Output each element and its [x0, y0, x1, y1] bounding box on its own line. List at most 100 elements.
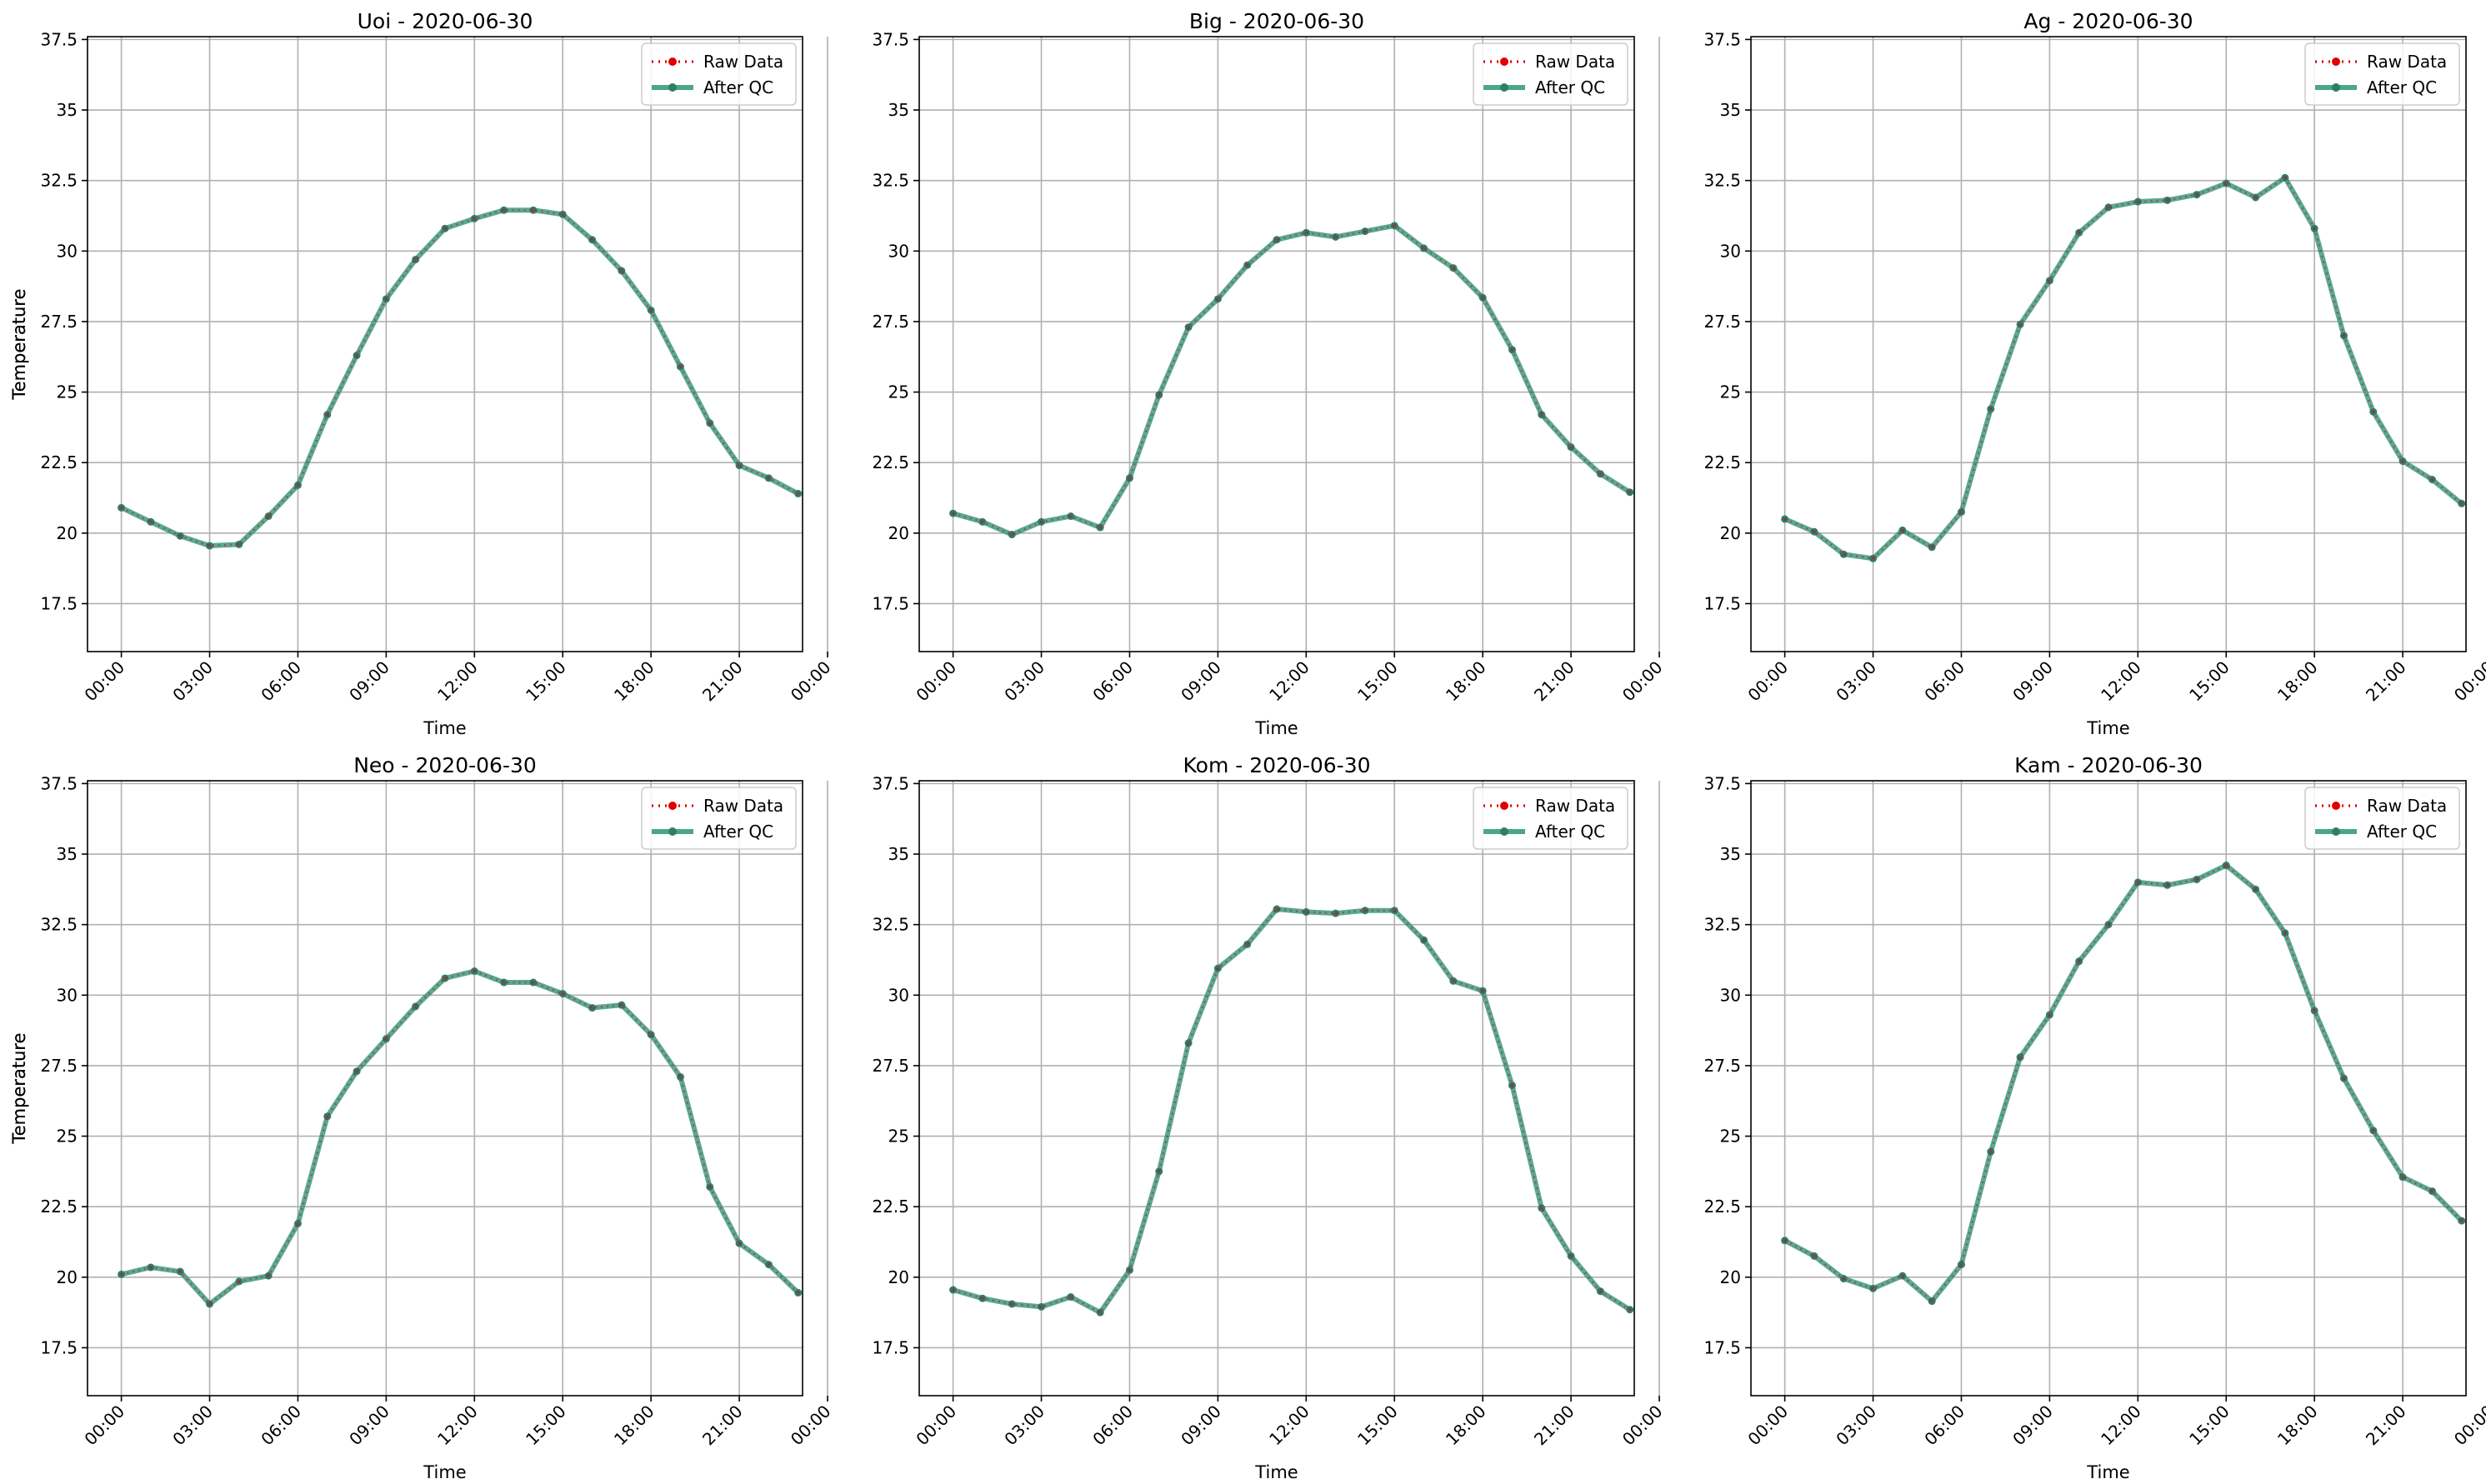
legend-raw-label: Raw Data [2367, 52, 2447, 72]
raw-data-point [119, 1272, 123, 1277]
raw-data-point [1128, 476, 1132, 481]
x-tick-label: 00:00 [2450, 1402, 2486, 1450]
legend-raw-marker [1500, 802, 1508, 810]
raw-data-point [1363, 229, 1368, 233]
legend-qc-label: After QC [703, 77, 773, 97]
raw-data-point [325, 412, 329, 417]
after-qc-point [500, 206, 508, 214]
after-qc-point [1302, 907, 1310, 916]
raw-data-point [561, 212, 565, 217]
x-tick-label: 03:00 [168, 1402, 217, 1450]
raw-data-point [1304, 910, 1308, 914]
y-tick-label: 27.5 [872, 312, 909, 332]
after-qc-point [470, 214, 478, 222]
legend-raw-label: Raw Data [1535, 52, 1615, 72]
y-tick-label: 27.5 [1703, 1056, 1741, 1076]
y-tick-label: 37.5 [1703, 29, 1741, 49]
raw-data-point [1783, 1238, 1787, 1243]
x-tick-label: 09:00 [345, 657, 393, 706]
legend-raw-label: Raw Data [1535, 796, 1615, 816]
subplot-title: Neo - 2020-06-30 [353, 753, 537, 777]
raw-data-point [2371, 410, 2375, 414]
y-tick-label: 32.5 [1703, 915, 1741, 935]
raw-data-point [531, 207, 536, 212]
raw-data-point [2312, 227, 2317, 231]
raw-data-point [796, 1291, 800, 1295]
after-qc-point [1567, 1252, 1575, 1260]
raw-data-point [2165, 883, 2169, 887]
raw-data-point [951, 511, 955, 516]
x-tick-label: 00:00 [787, 1402, 835, 1450]
x-tick-label: 12:00 [1265, 1402, 1313, 1450]
y-tick-label: 35 [888, 100, 909, 120]
raw-data-point [1900, 528, 1905, 532]
y-tick-label: 37.5 [872, 29, 909, 49]
y-axis-label: Temperature [9, 288, 29, 400]
raw-data-point [1988, 1149, 1993, 1154]
subplot-5: 17.5 20 22.5 25 27.5 30 32.5 35 37.5 00:00 03:00 06… [9, 753, 2486, 1482]
raw-data-point [980, 520, 985, 524]
x-tick-label: 06:00 [1088, 1402, 1137, 1450]
raw-data-point [1480, 989, 1485, 993]
after-qc-point [1273, 236, 1281, 244]
y-axis-label: Temperature [9, 288, 29, 400]
raw-data-point [1598, 472, 1603, 476]
x-axis-label: Time [423, 718, 466, 738]
x-tick-label: 00:00 [912, 1402, 960, 1450]
after-qc-point [706, 419, 714, 427]
after-qc-point [1361, 907, 1369, 915]
raw-data-point [1274, 907, 1279, 912]
raw-data-point [1157, 392, 1161, 397]
after-qc-point [323, 411, 332, 419]
raw-data-point [1068, 514, 1073, 518]
legend-raw-marker [668, 57, 677, 66]
legend-qc-marker [1500, 83, 1508, 92]
after-qc-point [1213, 964, 1222, 972]
x-axis-label: Time [423, 1462, 466, 1482]
raw-data-point [1245, 263, 1249, 267]
subplot-title: Kom - 2020-06-30 [1183, 753, 1371, 777]
x-tick-label: 00:00 [1618, 1402, 1667, 1450]
after-qc-point [2428, 1187, 2436, 1196]
raw-data-point [1068, 1295, 1073, 1299]
legend-qc-marker [668, 83, 677, 92]
after-qc-point [412, 1002, 420, 1011]
raw-data-point [2106, 205, 2111, 210]
y-tick-label: 17.5 [40, 593, 78, 613]
raw-data-point [1010, 532, 1014, 537]
raw-data-point [2253, 887, 2258, 892]
y-tick-label: 32.5 [872, 171, 909, 191]
raw-data-point [1451, 979, 1456, 983]
raw-data-point [2283, 931, 2288, 936]
x-tick-label: 06:00 [1920, 657, 1968, 706]
subplot-3: 17.5 20 22.5 25 27.5 30 32.5 35 37.5 00:00 03:00 06… [9, 753, 835, 1482]
y-tick-label: 20 [57, 523, 78, 543]
legend-qc-marker [2332, 83, 2340, 92]
after-qc-point [1213, 295, 1222, 303]
raw-data-point [590, 1006, 594, 1010]
y-tick-label: 17.5 [872, 593, 909, 613]
y-tick-label: 30 [57, 241, 78, 261]
legend-qc-label: After QC [703, 822, 773, 842]
x-tick-label: 21:00 [1530, 657, 1578, 706]
after-qc-point [2428, 475, 2436, 483]
x-tick-label: 06:00 [1920, 1402, 1968, 1450]
y-tick-label: 30 [57, 985, 78, 1005]
y-axis-label: Temperature [9, 1032, 29, 1144]
after-qc-line [1783, 175, 2463, 562]
x-tick-label: 21:00 [2362, 657, 2410, 706]
raw-data-point [502, 980, 506, 985]
after-qc-point [1538, 411, 1546, 419]
x-tick-label: 09:00 [345, 1402, 393, 1450]
after-qc-point [441, 224, 449, 232]
y-tick-label: 30 [1720, 241, 1741, 261]
y-tick-label: 20 [1720, 1267, 1741, 1287]
after-qc-point [206, 542, 214, 550]
after-qc-point [2133, 878, 2142, 887]
y-tick-label: 25 [1720, 1127, 1741, 1147]
y-tick-label: 22.5 [1703, 1197, 1741, 1217]
raw-data-point [413, 257, 418, 262]
raw-data-point [619, 1002, 624, 1007]
raw-data-point [767, 1262, 771, 1267]
x-tick-label: 12:00 [2097, 1402, 2145, 1450]
